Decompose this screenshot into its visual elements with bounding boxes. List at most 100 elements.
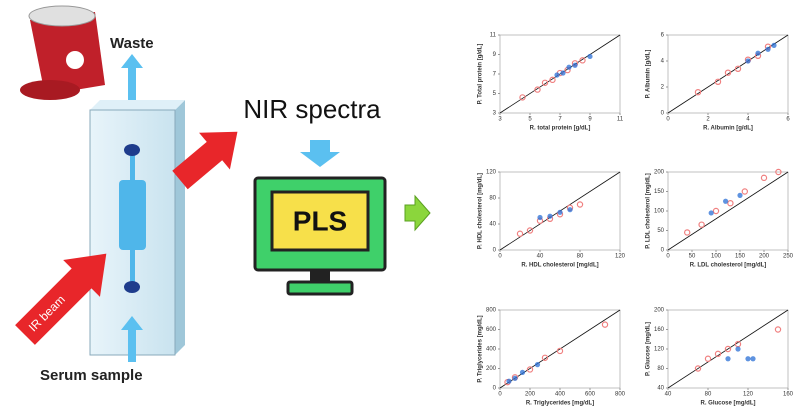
nir-label: NIR spectra <box>243 94 381 124</box>
y-tick-label: 6 <box>661 33 665 39</box>
x-tick-label: 160 <box>783 392 794 398</box>
x-tick-label: 9 <box>588 117 592 123</box>
x-tick-label: 5 <box>528 117 532 123</box>
y-tick-label: 120 <box>486 170 497 176</box>
data-point <box>755 51 760 56</box>
data-point <box>566 65 571 70</box>
data-point <box>771 43 776 48</box>
data-point <box>537 215 542 220</box>
x-tick-label: 0 <box>498 254 502 260</box>
x-axis-label: R. HDL cholesterol [mg/dL] <box>521 263 598 269</box>
y-tick-label: 0 <box>661 111 665 117</box>
x-tick-label: 0 <box>498 392 502 398</box>
data-point <box>709 210 714 215</box>
pls-label: PLS <box>293 205 347 236</box>
y-tick-label: 40 <box>657 386 664 392</box>
y-tick-label: 150 <box>654 189 665 195</box>
y-tick-label: 80 <box>657 366 664 372</box>
y-tick-label: 200 <box>486 366 497 372</box>
y-tick-label: 9 <box>493 52 497 58</box>
x-axis-label: R. LDL cholesterol [mg/dL] <box>690 263 767 269</box>
y-axis-label: P. LDL cholesterol [mg/dL] <box>646 173 652 248</box>
serum-label: Serum sample <box>40 367 143 384</box>
y-tick-label: 40 <box>489 222 496 228</box>
flow-cell <box>90 100 185 355</box>
data-point <box>557 210 562 215</box>
data-point <box>745 58 750 63</box>
y-tick-label: 3 <box>493 111 497 117</box>
x-tick-label: 3 <box>498 117 502 123</box>
x-axis-label: R. Glucose [mg/dL] <box>700 401 755 406</box>
x-tick-label: 11 <box>617 117 624 123</box>
x-tick-label: 150 <box>735 254 746 260</box>
x-tick-label: 40 <box>665 392 672 398</box>
y-tick-label: 600 <box>486 327 497 333</box>
y-tick-label: 800 <box>486 308 497 314</box>
data-point <box>567 207 572 212</box>
x-tick-label: 0 <box>666 117 670 123</box>
y-tick-label: 4 <box>661 59 665 65</box>
arrow <box>405 196 430 230</box>
y-tick-label: 80 <box>489 196 496 202</box>
y-tick-label: 200 <box>654 308 665 314</box>
x-axis-label: R. total protein [g/dL] <box>530 126 591 132</box>
data-point <box>547 214 552 219</box>
data-point <box>737 193 742 198</box>
arrow <box>300 140 340 167</box>
data-point <box>745 356 750 361</box>
x-tick-label: 7 <box>558 117 562 123</box>
waste-container <box>20 6 105 100</box>
data-point <box>520 370 525 375</box>
x-tick-label: 250 <box>783 254 794 260</box>
y-tick-label: 5 <box>493 91 497 97</box>
y-tick-label: 120 <box>654 347 665 353</box>
data-point <box>506 379 511 384</box>
y-tick-label: 100 <box>654 209 665 215</box>
x-tick-label: 4 <box>746 117 750 123</box>
arrow <box>121 54 143 100</box>
data-point <box>725 356 730 361</box>
x-tick-label: 40 <box>537 254 544 260</box>
data-point <box>735 346 740 351</box>
y-tick-label: 400 <box>486 347 497 353</box>
x-tick-label: 80 <box>705 392 712 398</box>
x-tick-label: 80 <box>577 254 584 260</box>
y-tick-label: 2 <box>661 85 665 91</box>
y-tick-label: 0 <box>493 386 497 392</box>
y-tick-label: 200 <box>654 170 665 176</box>
data-point <box>512 376 517 381</box>
y-axis-label: P. Glucose [mg/dL] <box>646 322 652 376</box>
x-tick-label: 0 <box>666 254 670 260</box>
x-tick-label: 2 <box>706 117 710 123</box>
data-point <box>535 362 540 367</box>
x-tick-label: 600 <box>585 392 596 398</box>
waste-label: Waste <box>110 35 154 52</box>
y-axis-label: P. Total protein [g/dL] <box>478 44 484 105</box>
graphical-abstract: Waste Serum sample IR beam NIR spectra P… <box>0 0 801 406</box>
x-axis-label: R. Triglycerides [mg/dL] <box>526 401 594 406</box>
x-tick-label: 120 <box>615 254 626 260</box>
x-tick-label: 6 <box>786 117 790 123</box>
y-tick-label: 11 <box>490 33 497 39</box>
y-tick-label: 160 <box>654 327 665 333</box>
data-point <box>572 63 577 68</box>
plots: 3 5 7 9 11 3 5 7 9 11 R. total protein [g/dL] P. To… <box>478 33 794 406</box>
x-axis-label: R. Albumin [g/dL] <box>703 126 753 132</box>
y-axis-label: P. HDL cholesterol [mg/dL] <box>478 173 484 249</box>
data-point <box>587 54 592 59</box>
y-tick-label: 7 <box>493 72 497 78</box>
y-tick-label: 0 <box>661 248 665 254</box>
x-tick-label: 120 <box>743 392 754 398</box>
data-point <box>723 199 728 204</box>
x-tick-label: 200 <box>759 254 770 260</box>
data-point <box>765 47 770 52</box>
y-axis-label: P. Triglycerides [mg/dL] <box>478 315 484 382</box>
data-point <box>554 72 559 77</box>
data-point <box>750 356 755 361</box>
x-tick-label: 800 <box>615 392 626 398</box>
x-tick-label: 100 <box>711 254 722 260</box>
x-tick-label: 400 <box>555 392 566 398</box>
y-tick-label: 50 <box>657 228 664 234</box>
x-tick-label: 200 <box>525 392 536 398</box>
y-tick-label: 0 <box>493 248 497 254</box>
